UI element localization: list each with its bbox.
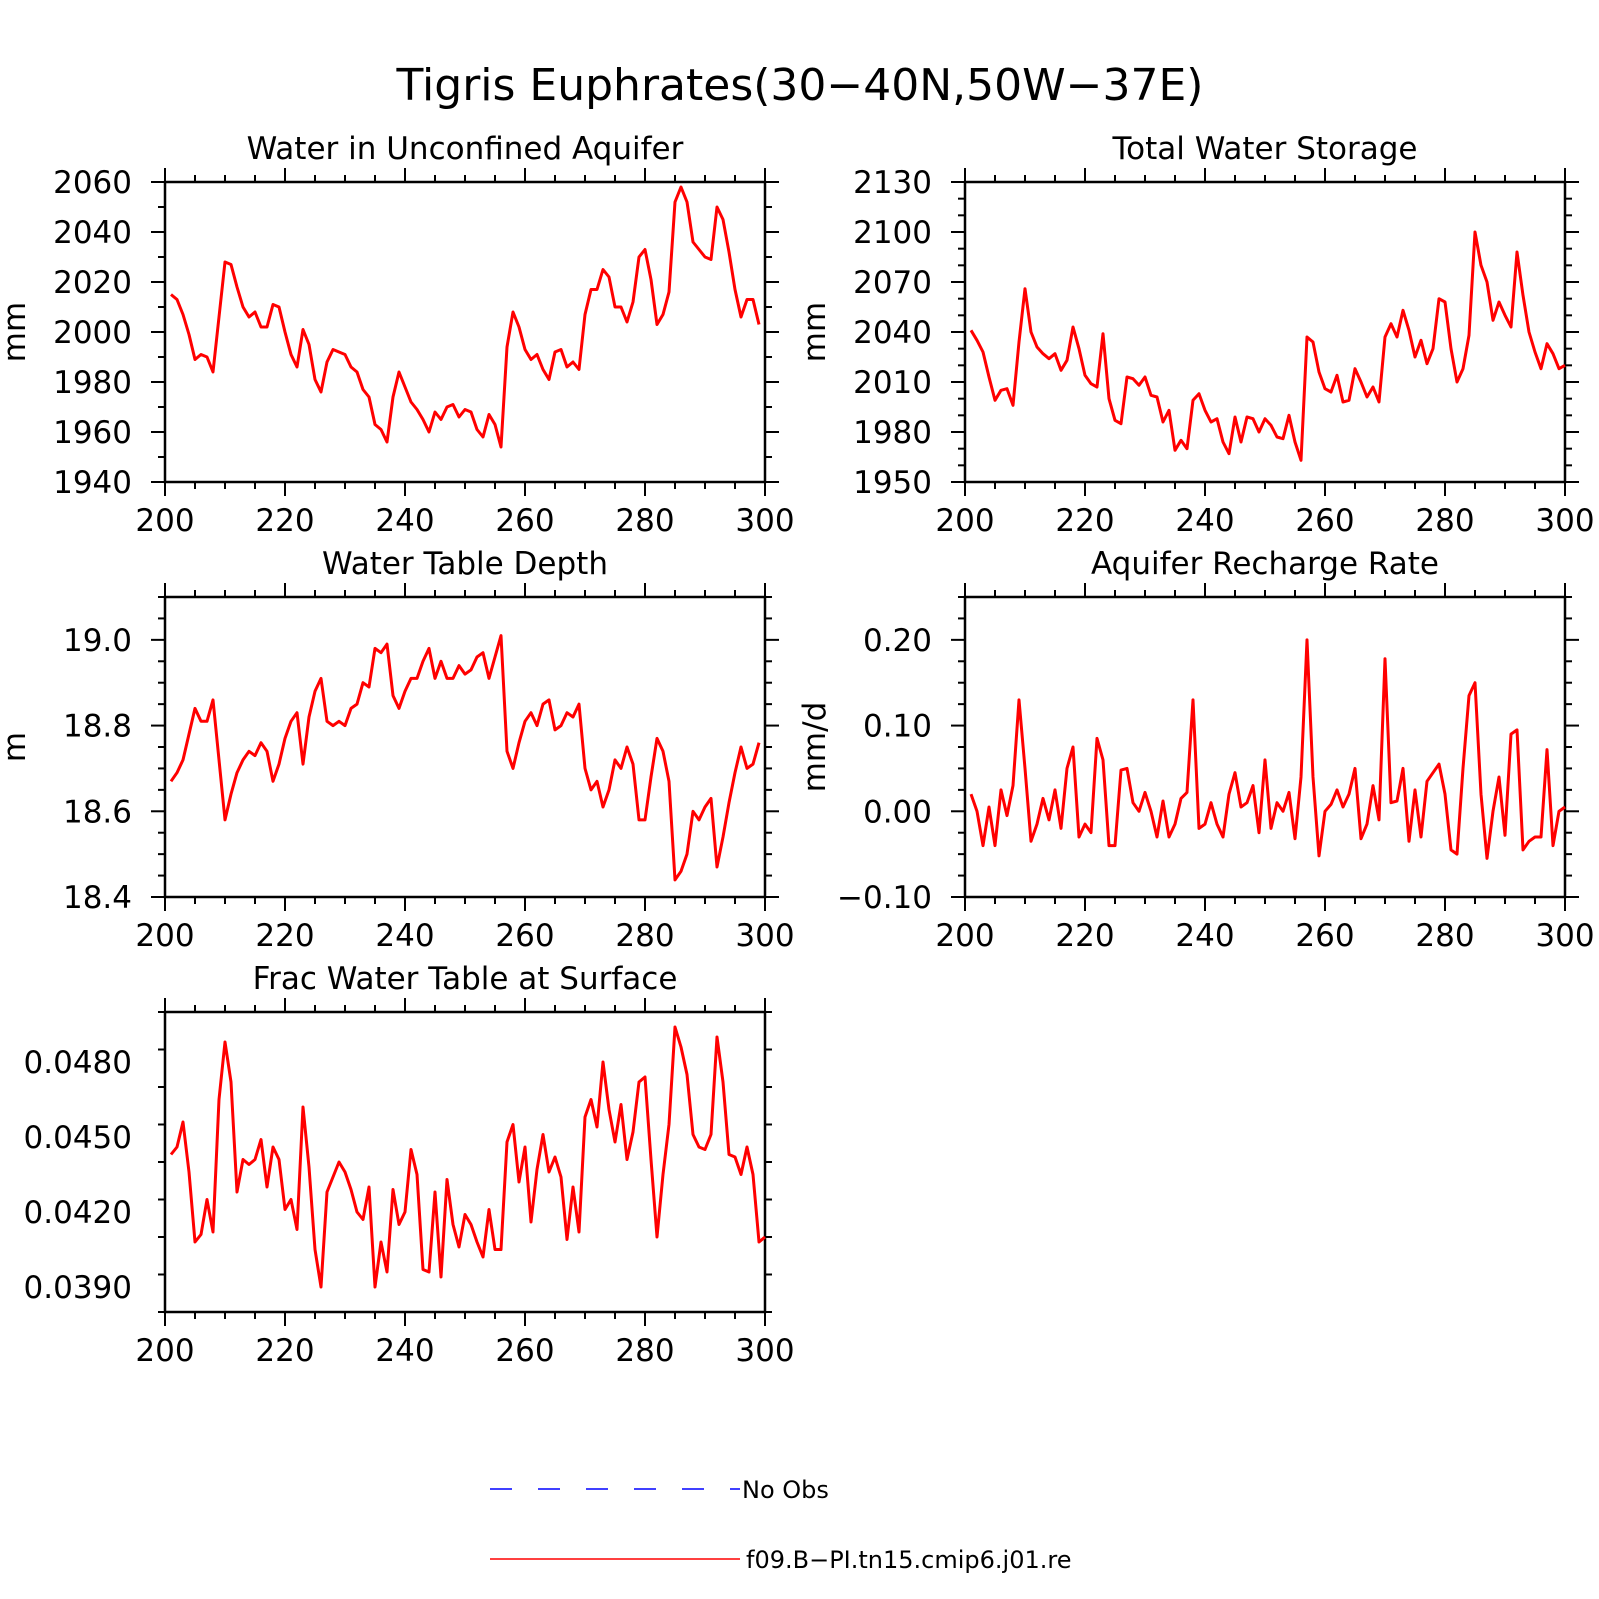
x-tick-label: 200 [135, 918, 194, 954]
y-tick-label: 2010 [853, 365, 932, 401]
panel-title: Water Table Depth [322, 546, 608, 582]
panel-title: Total Water Storage [1111, 131, 1417, 167]
y-tick-label: 18.8 [63, 709, 132, 745]
y-tick-label: 0.00 [863, 794, 932, 830]
panel-title: Water in Unconfined Aquifer [247, 131, 684, 167]
y-tick-label: 19.0 [63, 623, 132, 659]
x-tick-label: 220 [255, 918, 314, 954]
x-tick-label: 240 [375, 918, 434, 954]
legend: No Obs f09.B−PI.tn15.cmip6.j01.re [490, 1476, 1071, 1574]
panel-title: Aquifer Recharge Rate [1091, 546, 1439, 582]
x-tick-label: 280 [615, 918, 674, 954]
chart-panels: Water in Unconfined Aquifer 200 220 240 260 2… [0, 131, 1595, 1369]
x-tick-label: 220 [255, 503, 314, 539]
y-tick-label: 2100 [853, 215, 932, 251]
x-tick-label: 240 [1175, 918, 1234, 954]
y-tick-label: −0.10 [837, 880, 932, 916]
y-tick-label: 1980 [53, 365, 132, 401]
series-line [170, 185, 761, 449]
y-tick-label: 1950 [853, 465, 932, 501]
y-axis-label: mm/d [797, 702, 833, 793]
x-tick-label: 300 [735, 1333, 794, 1369]
y-tick-label: 2130 [853, 165, 932, 201]
chart-panel-aquifer-recharge-rate: Aquifer Recharge Rate 200 220 240 260 280 300 −… [797, 546, 1595, 954]
x-tick-label: 260 [1295, 503, 1354, 539]
x-tick-label: 200 [135, 503, 194, 539]
y-tick-label: 2020 [53, 265, 132, 301]
x-tick-label: 300 [1535, 918, 1594, 954]
y-tick-label: 18.4 [63, 880, 132, 916]
y-tick-label: 1980 [853, 415, 932, 451]
x-tick-label: 280 [1415, 918, 1474, 954]
plot-frame [963, 595, 1567, 899]
y-axis-label: mm [797, 302, 833, 362]
x-tick-label: 200 [935, 503, 994, 539]
y-tick-label: 2040 [853, 315, 932, 351]
x-tick-label: 260 [495, 503, 554, 539]
x-tick-label: 200 [935, 918, 994, 954]
figure-title: Tigris Euphrates(30−40N,50W−37E) [396, 60, 1204, 111]
x-tick-label: 240 [375, 503, 434, 539]
y-tick-label: 0.0420 [24, 1195, 132, 1231]
y-axis-label: mm [0, 302, 33, 362]
y-tick-label: 2040 [53, 215, 132, 251]
y-tick-label: 0.0450 [24, 1120, 132, 1156]
x-tick-label: 260 [495, 1333, 554, 1369]
chart-panel-unconfined-aquifer: Water in Unconfined Aquifer 200 220 240 260 2… [0, 131, 795, 539]
y-tick-label: 0.10 [863, 709, 932, 745]
series-line [969, 230, 1566, 462]
x-tick-label: 220 [255, 1333, 314, 1369]
x-tick-label: 240 [1175, 503, 1234, 539]
plot-frame [163, 180, 767, 484]
y-tick-label: 1940 [53, 465, 132, 501]
series-line [169, 1025, 766, 1289]
x-tick-label: 260 [495, 918, 554, 954]
panel-title: Frac Water Table at Surface [253, 961, 678, 997]
x-tick-label: 240 [375, 1333, 434, 1369]
y-tick-label: 2000 [53, 315, 132, 351]
x-tick-label: 220 [1055, 503, 1114, 539]
legend-label-model: f09.B−PI.tn15.cmip6.j01.re [746, 1546, 1071, 1574]
chart-panel-total-water-storage: Total Water Storage 200 220 240 260 280 300 195… [797, 131, 1595, 539]
plot-frame [163, 595, 767, 899]
chart-panel-frac-water-table: Frac Water Table at Surface 200 220 240 260 2… [24, 961, 795, 1369]
y-axis-label: m [0, 732, 33, 762]
x-tick-label: 280 [615, 503, 674, 539]
chart-panel-water-table-depth: Water Table Depth 200 220 240 260 280 300 18.4 1… [0, 546, 795, 954]
x-tick-label: 260 [1295, 918, 1354, 954]
legend-label-no-obs: No Obs [742, 1476, 829, 1504]
x-tick-label: 280 [615, 1333, 674, 1369]
x-tick-label: 200 [135, 1333, 194, 1369]
x-tick-label: 280 [1415, 503, 1474, 539]
plot-frame [163, 1010, 767, 1314]
series-line [969, 638, 1566, 860]
x-tick-label: 300 [735, 918, 794, 954]
x-tick-label: 300 [1535, 503, 1594, 539]
y-tick-label: 2060 [53, 165, 132, 201]
y-tick-label: 0.20 [863, 623, 932, 659]
series-line [169, 634, 761, 882]
plot-frame [963, 180, 1567, 484]
y-tick-label: 0.0390 [24, 1270, 132, 1306]
y-tick-label: 1960 [53, 415, 132, 451]
x-tick-label: 300 [735, 503, 794, 539]
y-tick-label: 0.0480 [24, 1045, 132, 1081]
y-tick-label: 18.6 [63, 794, 132, 830]
y-tick-label: 2070 [853, 265, 932, 301]
x-tick-label: 220 [1055, 918, 1114, 954]
